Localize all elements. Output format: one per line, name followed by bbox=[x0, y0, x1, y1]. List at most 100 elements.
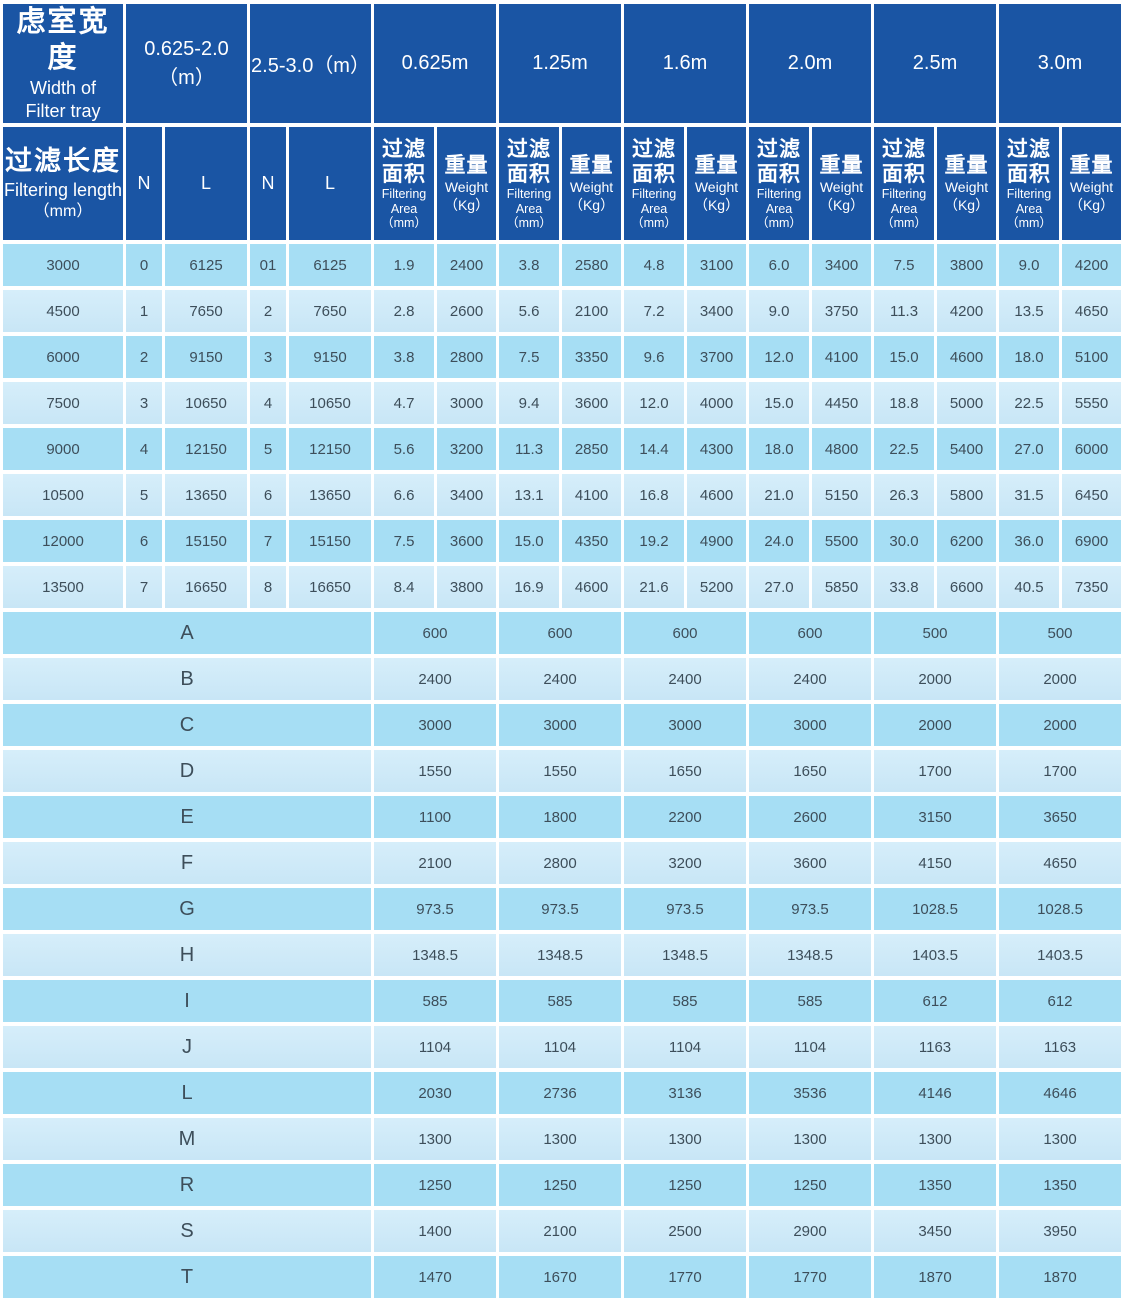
area-zh-line2: 面积 bbox=[757, 163, 802, 187]
spec-value-cell: 10650 bbox=[165, 382, 248, 425]
spec-value-cell: 16650 bbox=[289, 566, 372, 609]
dim-value-cell: 585 bbox=[499, 980, 622, 1023]
spec-value-cell: 6000 bbox=[1062, 428, 1122, 471]
dim-row: M 1300 1300 1300 1300 1300 1300 bbox=[3, 1118, 1122, 1161]
dim-value-cell: 2000 bbox=[999, 704, 1122, 747]
spec-value-cell: 7.2 bbox=[624, 290, 685, 333]
dim-value-cell: 2000 bbox=[874, 658, 997, 701]
spec-value-cell: 3 bbox=[250, 336, 287, 379]
dim-value-cell: 1400 bbox=[374, 1210, 497, 1253]
dim-value-cell: 2100 bbox=[499, 1210, 622, 1253]
dim-value-cell: 973.5 bbox=[624, 888, 747, 931]
dim-value-cell: 4146 bbox=[874, 1072, 997, 1115]
dim-value-cell: 2800 bbox=[499, 842, 622, 885]
filtering-area-header-30m: 过滤 面积 Filtering Area （mm） bbox=[999, 127, 1060, 241]
dim-value-cell: 1300 bbox=[374, 1118, 497, 1161]
filtering-length-cell: 13500 bbox=[3, 566, 123, 609]
area-zh-line2: 面积 bbox=[632, 163, 677, 187]
dim-value-cell: 1770 bbox=[749, 1256, 872, 1299]
spec-value-cell: 16.9 bbox=[499, 566, 560, 609]
dim-value-cell: 1550 bbox=[499, 750, 622, 793]
dim-value-cell: 1670 bbox=[499, 1256, 622, 1299]
weight-unit: （Kg） bbox=[818, 197, 865, 214]
dim-row: S 1400 2100 2500 2900 3450 3950 bbox=[3, 1210, 1122, 1253]
spec-row: 4500 1 7650 2 7650 2.8 2600 5.6 2100 7.2 3400 9.0 37… bbox=[3, 290, 1122, 333]
dim-value-cell: 3600 bbox=[749, 842, 872, 885]
spec-value-cell: 4300 bbox=[687, 428, 747, 471]
weight-header-125m: 重量 Weight （Kg） bbox=[562, 127, 622, 241]
width-col-0625m: 0.625m bbox=[374, 4, 497, 124]
spec-value-cell: 16650 bbox=[165, 566, 248, 609]
dim-label: B bbox=[3, 658, 372, 701]
dim-value-cell: 1870 bbox=[874, 1256, 997, 1299]
dim-value-cell: 1348.5 bbox=[499, 934, 622, 977]
area-unit: （mm） bbox=[756, 216, 802, 231]
dim-row: H 1348.5 1348.5 1348.5 1348.5 1403.5 1403.5 bbox=[3, 934, 1122, 977]
dim-row: J 1104 1104 1104 1104 1163 1163 bbox=[3, 1026, 1122, 1069]
area-en-line1: Filtering bbox=[1006, 187, 1052, 202]
dim-row: C 3000 3000 3000 3000 2000 2000 bbox=[3, 704, 1122, 747]
area-en-line1: Filtering bbox=[881, 187, 927, 202]
spec-value-cell: 2400 bbox=[437, 244, 497, 287]
spec-value-cell: 40.5 bbox=[999, 566, 1060, 609]
dim-value-cell: 973.5 bbox=[374, 888, 497, 931]
dim-row: D 1550 1550 1650 1650 1700 1700 bbox=[3, 750, 1122, 793]
dim-row: L 2030 2736 3136 3536 4146 4646 bbox=[3, 1072, 1122, 1115]
area-zh-line1: 过滤 bbox=[882, 138, 927, 162]
dim-value-cell: 1348.5 bbox=[624, 934, 747, 977]
spec-value-cell: 9.0 bbox=[999, 244, 1060, 287]
weight-unit: （Kg） bbox=[568, 197, 615, 214]
spec-row: 3000 0 6125 01 6125 1.9 2400 3.8 2580 4.8 3100 6.0 3… bbox=[3, 244, 1122, 287]
spec-value-cell: 3700 bbox=[687, 336, 747, 379]
weight-en: Weight bbox=[1069, 179, 1114, 196]
spec-value-cell: 7 bbox=[126, 566, 162, 609]
spec-value-cell: 2580 bbox=[562, 244, 622, 287]
spec-value-cell: 21.6 bbox=[624, 566, 685, 609]
header-row-widths: 虑室宽度 Width of Filter tray 0.625-2.0（m） 2… bbox=[3, 4, 1122, 124]
area-zh-line1: 过滤 bbox=[507, 138, 552, 162]
dim-value-cell: 500 bbox=[874, 612, 997, 655]
spec-value-cell: 4600 bbox=[562, 566, 622, 609]
dim-value-cell: 1300 bbox=[624, 1118, 747, 1161]
dim-value-cell: 1250 bbox=[749, 1164, 872, 1207]
spec-value-cell: 5400 bbox=[937, 428, 997, 471]
dim-label: R bbox=[3, 1164, 372, 1207]
area-zh-line2: 面积 bbox=[1007, 163, 1052, 187]
area-zh-line1: 过滤 bbox=[632, 138, 677, 162]
dim-value-cell: 3136 bbox=[624, 1072, 747, 1115]
dim-value-cell: 1104 bbox=[374, 1026, 497, 1069]
dim-value-cell: 1770 bbox=[624, 1256, 747, 1299]
width-title-zh: 虑室宽度 bbox=[16, 6, 110, 75]
filtering-length-header: 过滤长度 Filtering length （mm） bbox=[3, 127, 123, 241]
dim-label: A bbox=[3, 612, 372, 655]
spec-value-cell: 5200 bbox=[687, 566, 747, 609]
spec-value-cell: 2100 bbox=[562, 290, 622, 333]
spec-value-cell: 6200 bbox=[937, 520, 997, 563]
dim-value-cell: 1163 bbox=[874, 1026, 997, 1069]
weight-zh: 重量 bbox=[1069, 154, 1114, 177]
spec-value-cell: 6 bbox=[250, 474, 287, 517]
width-title-en-line1: Width of bbox=[29, 77, 97, 98]
weight-en: Weight bbox=[819, 179, 864, 196]
filtering-length-cell: 9000 bbox=[3, 428, 123, 471]
spec-value-cell: 5 bbox=[250, 428, 287, 471]
filtering-area-header-16m: 过滤 面积 Filtering Area （mm） bbox=[624, 127, 685, 241]
spec-value-cell: 5800 bbox=[937, 474, 997, 517]
spec-value-cell: 7650 bbox=[289, 290, 372, 333]
spec-value-cell: 5100 bbox=[1062, 336, 1122, 379]
spec-value-cell: 7.5 bbox=[374, 520, 435, 563]
spec-value-cell: 3600 bbox=[437, 520, 497, 563]
area-en-line2: Area bbox=[515, 201, 543, 216]
dim-value-cell: 600 bbox=[374, 612, 497, 655]
spec-value-cell: 4350 bbox=[562, 520, 622, 563]
dim-label: L bbox=[3, 1072, 372, 1115]
dim-value-cell: 3000 bbox=[499, 704, 622, 747]
dim-value-cell: 1300 bbox=[874, 1118, 997, 1161]
spec-value-cell: 3100 bbox=[687, 244, 747, 287]
dim-value-cell: 1104 bbox=[749, 1026, 872, 1069]
spec-value-cell: 5.6 bbox=[374, 428, 435, 471]
area-zh-line1: 过滤 bbox=[757, 138, 802, 162]
spec-value-cell: 2.8 bbox=[374, 290, 435, 333]
spec-value-cell: 6.0 bbox=[749, 244, 810, 287]
dim-value-cell: 1163 bbox=[999, 1026, 1122, 1069]
